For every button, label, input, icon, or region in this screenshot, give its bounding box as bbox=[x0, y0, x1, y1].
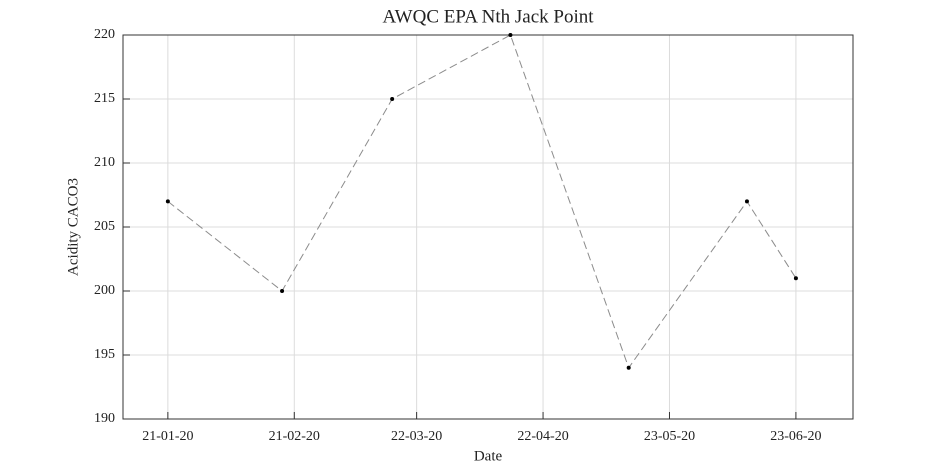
data-point bbox=[626, 365, 631, 370]
x-axis-label: Date bbox=[474, 448, 503, 464]
chart-title: AWQC EPA Nth Jack Point bbox=[382, 6, 594, 27]
x-tick-label: 23-05-20 bbox=[644, 429, 695, 444]
plot-frame bbox=[122, 34, 854, 420]
y-axis-label: Acidity CACO3 bbox=[65, 178, 81, 276]
y-tick-label: 215 bbox=[94, 91, 115, 106]
data-point bbox=[165, 199, 170, 204]
x-tick-label: 22-04-20 bbox=[517, 429, 568, 444]
x-tick-label: 23-06-20 bbox=[770, 429, 821, 444]
y-tick-label: 195 bbox=[94, 347, 115, 362]
data-point bbox=[508, 33, 513, 37]
x-tick-label: 22-03-20 bbox=[391, 429, 442, 444]
y-tick-label: 210 bbox=[94, 155, 115, 170]
data-point bbox=[390, 97, 395, 101]
y-tick-label: 190 bbox=[94, 411, 115, 426]
data-point bbox=[744, 199, 749, 204]
data-point bbox=[280, 289, 285, 293]
y-tick-label: 205 bbox=[94, 219, 115, 234]
y-tick-label: 200 bbox=[94, 283, 115, 298]
x-tick-label: 21-01-20 bbox=[142, 429, 193, 444]
data-point bbox=[793, 276, 798, 281]
y-tick-label: 220 bbox=[94, 27, 115, 42]
x-tick-label: 21-02-20 bbox=[269, 429, 320, 444]
